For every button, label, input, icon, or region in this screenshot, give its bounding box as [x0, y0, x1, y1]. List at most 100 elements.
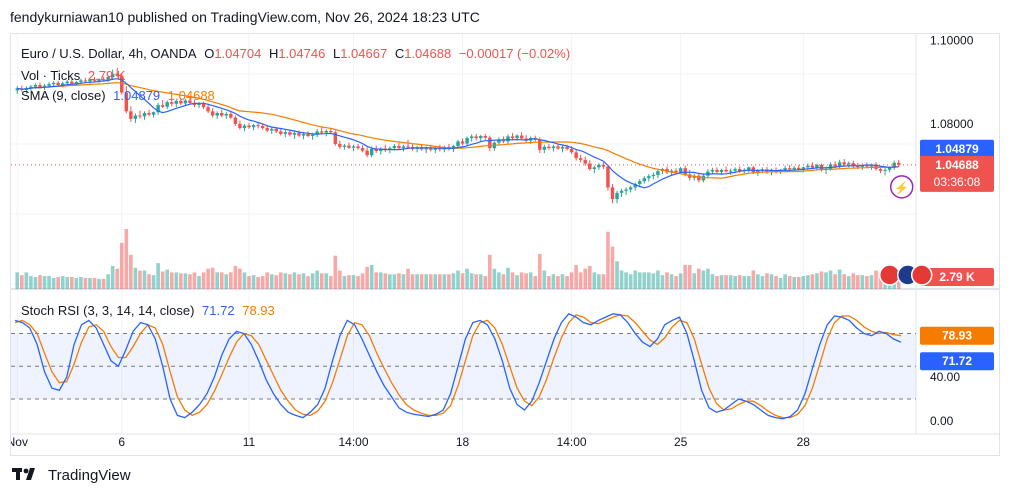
candle-body — [460, 141, 465, 144]
volume-bar — [179, 273, 183, 289]
tradingview-logo-icon[interactable] — [12, 467, 42, 484]
candle-body — [92, 79, 97, 81]
us-flag-icon-2[interactable] — [910, 264, 933, 286]
candle-body — [42, 85, 47, 88]
candle-body — [551, 146, 556, 149]
us-flag-icon[interactable] — [878, 264, 901, 286]
candle-body — [242, 125, 247, 129]
candle-body — [160, 105, 165, 107]
volume-bar — [297, 274, 301, 289]
volume-bar — [574, 265, 578, 289]
volume-bar — [896, 273, 901, 289]
volume-bar — [497, 272, 501, 289]
volume-bar — [815, 273, 819, 289]
volume-bar — [129, 254, 133, 289]
change-value: −0.00017 (−0.02%) — [458, 46, 571, 61]
symbol-name[interactable]: Euro / U.S. Dollar, 4h, OANDA — [21, 46, 197, 61]
volume-bar — [433, 274, 438, 289]
volume-bar — [728, 275, 733, 289]
volume-bar — [624, 272, 628, 289]
candle-body — [806, 165, 810, 168]
candle-body — [588, 163, 592, 170]
volume-bar — [760, 276, 765, 289]
candle-body — [429, 147, 433, 150]
candle-body — [828, 164, 833, 170]
candle-body — [878, 169, 883, 171]
candle-body — [765, 169, 769, 173]
volume-bar — [515, 275, 519, 289]
volume-bar — [419, 274, 424, 289]
candle-body — [633, 184, 637, 188]
candle-body — [220, 113, 224, 116]
candle-body — [574, 152, 578, 159]
tradingview-brand[interactable]: TradingView — [48, 467, 131, 484]
volume-bar — [765, 273, 769, 289]
volume-bar — [851, 273, 856, 289]
chart-container[interactable]: 1.10000 1.08000 1.04879 1.04688 1.04688 03:36… — [10, 33, 1000, 456]
open-value: 1.04704 — [214, 46, 262, 61]
volume-bar — [92, 277, 97, 289]
stoch-legend: Stoch RSI (3, 3, 14, 14, close) 71.72 78… — [21, 303, 279, 318]
sma-fast-badge-bg — [920, 139, 994, 158]
volume-bar — [38, 275, 42, 289]
candle-body — [206, 107, 210, 112]
volume-bar — [351, 275, 356, 289]
stoch-d-badge-bg — [920, 326, 994, 345]
volume-bar — [706, 268, 710, 289]
low-label: L — [332, 46, 341, 61]
volume-bar — [478, 274, 483, 289]
volume-bar — [215, 272, 220, 289]
volume-bar — [219, 272, 224, 289]
volume-bar — [301, 273, 306, 289]
candle-body — [647, 176, 651, 179]
volume-bar — [306, 276, 310, 289]
volume-bar — [15, 272, 20, 289]
candle-body — [120, 75, 124, 93]
candle-body — [365, 150, 369, 156]
candle-body — [265, 128, 269, 131]
volume-bar — [51, 277, 56, 289]
volume-bar — [547, 276, 551, 289]
candle-body — [138, 115, 142, 117]
high-value: 1.04746 — [278, 46, 326, 61]
sma-legend: SMA (9, close) 1.04879 1.04688 — [21, 88, 219, 103]
candle-body — [874, 164, 878, 170]
volume-bar — [756, 274, 760, 289]
volume-bar — [69, 277, 74, 289]
volume-bar — [401, 274, 406, 289]
volume-bar — [242, 272, 247, 289]
candle-body — [333, 132, 338, 144]
candle-body — [110, 73, 115, 78]
ohlc-legend: Euro / U.S. Dollar, 4h, OANDA O1.04704 H… — [21, 46, 574, 61]
published-header: fendykurniawan10 published on TradingVie… — [10, 9, 480, 25]
volume-bar — [142, 270, 147, 289]
volume-bar — [415, 274, 419, 289]
volume-bar — [83, 277, 88, 289]
volume-bar — [724, 275, 728, 289]
chart-canvas[interactable]: 1.10000 1.08000 1.04879 1.04688 1.04688 03:36… — [11, 34, 999, 455]
volume-bar — [669, 274, 674, 289]
candle-body — [342, 145, 347, 147]
volume-bar — [528, 272, 533, 289]
stoch-label[interactable]: Stoch RSI (3, 3, 14, 14, close) — [21, 303, 195, 318]
volume-bar — [269, 274, 274, 289]
volume-bar — [333, 255, 338, 289]
candle-body — [851, 163, 856, 166]
volume-label[interactable]: Vol · Ticks — [21, 68, 81, 83]
volume-bar — [842, 274, 847, 289]
candle-body — [615, 192, 619, 200]
volume-bar — [824, 272, 828, 289]
volume-bar — [410, 274, 415, 289]
candle-body — [597, 164, 601, 168]
sma-label[interactable]: SMA (9, close) — [21, 88, 106, 103]
candle-body — [578, 158, 583, 160]
candle-body — [424, 147, 428, 150]
candle-body — [610, 187, 615, 200]
candle-body — [897, 162, 901, 165]
volume-bar — [360, 273, 365, 289]
events-icon[interactable] — [889, 175, 914, 199]
volume-bar — [856, 275, 860, 289]
volume-bar — [506, 267, 510, 289]
candle-body — [288, 132, 292, 135]
volume-bar — [342, 276, 347, 289]
